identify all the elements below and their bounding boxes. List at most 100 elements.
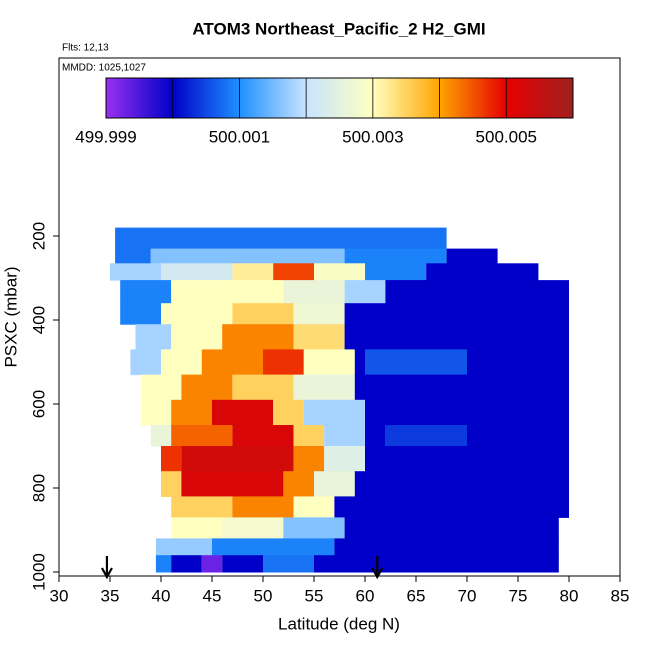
colorbar-strip [542, 78, 547, 118]
colorbar-strip [379, 78, 384, 118]
colorbar-strip [429, 78, 434, 118]
colorbar-strip [452, 78, 457, 118]
colorbar-strip [549, 78, 554, 118]
heat-cell [130, 349, 161, 376]
colorbar-strip [196, 78, 200, 118]
heat-cell [171, 399, 212, 426]
heat-cell [222, 517, 284, 539]
heat-cell [140, 399, 172, 426]
x-tick-label: 50 [254, 586, 273, 605]
heat-cell [181, 471, 284, 497]
colorbar-strip [446, 78, 451, 118]
heat-cell [314, 471, 355, 497]
colorbar-strip [469, 78, 474, 118]
colorbar-strip [259, 78, 264, 118]
colorbar-frame [105, 77, 574, 119]
colorbar-strip [409, 78, 414, 118]
colorbar-strip [396, 78, 401, 118]
heat-cell [365, 425, 386, 447]
heat-cell [354, 471, 569, 497]
colorbar-strip [216, 78, 220, 118]
colorbar-strip [566, 78, 571, 118]
heat-cell [365, 349, 467, 376]
colorbar-strip [389, 78, 394, 118]
heat-cell [222, 324, 294, 350]
y-axis-label: PSXC (mbar) [1, 266, 20, 367]
heat-cell [115, 227, 447, 250]
colorbar-strip [189, 78, 194, 118]
colorbar-strip [182, 78, 187, 118]
heat-cell [293, 446, 325, 472]
heat-cell [426, 263, 539, 281]
heat-cell [324, 425, 365, 447]
colorbar-strip [359, 78, 364, 118]
heat-cell [385, 280, 569, 304]
colorbar-strip [226, 78, 230, 118]
colorbar-strip [176, 78, 180, 118]
colorbar-strip [376, 78, 381, 118]
colorbar-strip [402, 78, 407, 118]
heat-cell [181, 446, 294, 472]
heat-cell [293, 496, 335, 518]
heat-cell [150, 425, 172, 447]
heat-cell [344, 517, 559, 539]
colorbar-strip [229, 78, 234, 118]
colorbar-strip [122, 78, 127, 118]
colorbar-strip [246, 78, 250, 118]
colorbar-strip [489, 78, 494, 118]
heat-cell [344, 324, 569, 350]
heat-cell [171, 517, 223, 539]
heat-cell [232, 303, 294, 325]
colorbar-strip [516, 78, 521, 118]
colorbar-strip [329, 78, 334, 118]
colorbar-strip [239, 78, 244, 118]
heat-cell [135, 324, 172, 350]
colorbar-strip [366, 78, 371, 118]
colorbar-strip [479, 78, 484, 118]
heat-cell [283, 280, 345, 304]
colorbar-strip [319, 78, 324, 118]
y-tick-label: 600 [29, 390, 48, 418]
x-tick-label: 35 [101, 586, 120, 605]
heat-cell [155, 538, 212, 556]
heat-cell [365, 446, 569, 472]
colorbar-strip [352, 78, 357, 118]
colorbar-strip [569, 78, 574, 118]
colorbar-strip [152, 78, 157, 118]
heat-cell [161, 263, 233, 281]
heat-cell [171, 324, 223, 350]
colorbar-strip [536, 78, 541, 118]
colorbar-strip [476, 78, 481, 118]
heat-cell [150, 248, 345, 264]
colorbar-strip [219, 78, 224, 118]
colorbar-strip [499, 78, 504, 118]
colorbar-strip [206, 78, 210, 118]
x-tick-label: 70 [458, 586, 477, 605]
colorbar-strip [109, 78, 114, 118]
colorbar-strip [299, 78, 304, 118]
colorbar-strip [342, 78, 347, 118]
colorbar-strip [159, 78, 164, 118]
colorbar-strip [142, 78, 147, 118]
x-tick-label: 60 [356, 586, 375, 605]
colorbar-strip [199, 78, 204, 118]
heat-cell [161, 471, 182, 497]
colorbar-strip [559, 78, 564, 118]
colorbar-strip [436, 78, 441, 118]
arrow [100, 556, 113, 580]
colorbar-strip [339, 78, 344, 118]
x-tick-label: 80 [560, 586, 579, 605]
colorbar-strip [309, 78, 314, 118]
heat-cell [110, 263, 161, 281]
colorbar-strip [296, 78, 300, 118]
heat-cell [365, 399, 569, 426]
colorbar-strip [276, 78, 280, 118]
heat-cell [334, 496, 569, 518]
colorbar-strip [552, 78, 557, 118]
x-tick-label: 75 [509, 586, 528, 605]
heat-cell [232, 263, 274, 281]
colorbar-strip [529, 78, 534, 118]
y-tick-label: 1000 [29, 553, 48, 591]
colorbar-strip [112, 78, 117, 118]
colorbar-strip [179, 78, 184, 118]
